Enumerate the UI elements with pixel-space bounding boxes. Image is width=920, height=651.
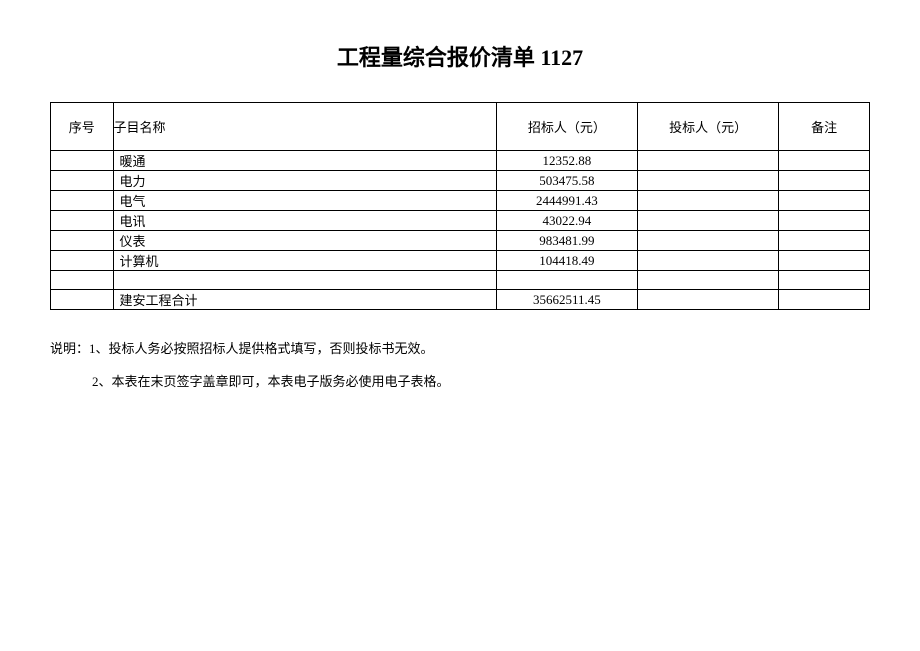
cell-seq [51, 171, 114, 191]
cell-tender: 2444991.43 [496, 191, 637, 211]
cell-remark [779, 251, 870, 271]
cell-name: 电力 [113, 171, 496, 191]
header-bidder: 投标人（元） [638, 103, 779, 151]
cell-bidder [638, 171, 779, 191]
table-row: 电讯 43022.94 [51, 211, 870, 231]
header-seq: 序号 [51, 103, 114, 151]
table-row [51, 271, 870, 290]
cell-remark [779, 191, 870, 211]
cell-tender: 12352.88 [496, 151, 637, 171]
cell-tender: 35662511.45 [496, 290, 637, 310]
table-row: 电气 2444991.43 [51, 191, 870, 211]
cell-bidder [638, 211, 779, 231]
cell-name [113, 271, 496, 290]
table-body: 暖通 12352.88 电力 503475.58 电气 2444991.43 电… [51, 151, 870, 310]
cell-bidder [638, 251, 779, 271]
header-remark: 备注 [779, 103, 870, 151]
table-row: 建安工程合计 35662511.45 [51, 290, 870, 310]
cell-remark [779, 290, 870, 310]
note-line-1: 说明：1、投标人务必按照招标人提供格式填写，否则投标书无效。 [50, 335, 870, 364]
notes-section: 说明：1、投标人务必按照招标人提供格式填写，否则投标书无效。 2、本表在末页签字… [50, 335, 870, 396]
cell-name: 电气 [113, 191, 496, 211]
cell-seq [51, 211, 114, 231]
quotation-table: 序号 子目名称 招标人（元） 投标人（元） 备注 暖通 12352.88 电力 … [50, 102, 870, 310]
table-row: 暖通 12352.88 [51, 151, 870, 171]
cell-seq [51, 290, 114, 310]
cell-tender: 983481.99 [496, 231, 637, 251]
note-line-2: 2、本表在末页签字盖章即可，本表电子版务必使用电子表格。 [50, 368, 870, 397]
cell-remark [779, 171, 870, 191]
cell-bidder [638, 191, 779, 211]
cell-name: 仪表 [113, 231, 496, 251]
cell-seq [51, 251, 114, 271]
cell-bidder [638, 151, 779, 171]
cell-tender: 503475.58 [496, 171, 637, 191]
header-name: 子目名称 [113, 103, 496, 151]
cell-seq [51, 231, 114, 251]
cell-bidder [638, 231, 779, 251]
table-header-row: 序号 子目名称 招标人（元） 投标人（元） 备注 [51, 103, 870, 151]
header-tender: 招标人（元） [496, 103, 637, 151]
table-row: 仪表 983481.99 [51, 231, 870, 251]
cell-seq [51, 271, 114, 290]
cell-remark [779, 151, 870, 171]
cell-remark [779, 271, 870, 290]
table-row: 计算机 104418.49 [51, 251, 870, 271]
cell-name: 电讯 [113, 211, 496, 231]
cell-name: 暖通 [113, 151, 496, 171]
cell-tender: 43022.94 [496, 211, 637, 231]
cell-remark [779, 211, 870, 231]
cell-name: 计算机 [113, 251, 496, 271]
cell-tender: 104418.49 [496, 251, 637, 271]
cell-seq [51, 191, 114, 211]
cell-name: 建安工程合计 [113, 290, 496, 310]
cell-tender [496, 271, 637, 290]
cell-bidder [638, 271, 779, 290]
cell-remark [779, 231, 870, 251]
cell-seq [51, 151, 114, 171]
page-title: 工程量综合报价清单 1127 [50, 40, 870, 72]
table-row: 电力 503475.58 [51, 171, 870, 191]
cell-bidder [638, 290, 779, 310]
